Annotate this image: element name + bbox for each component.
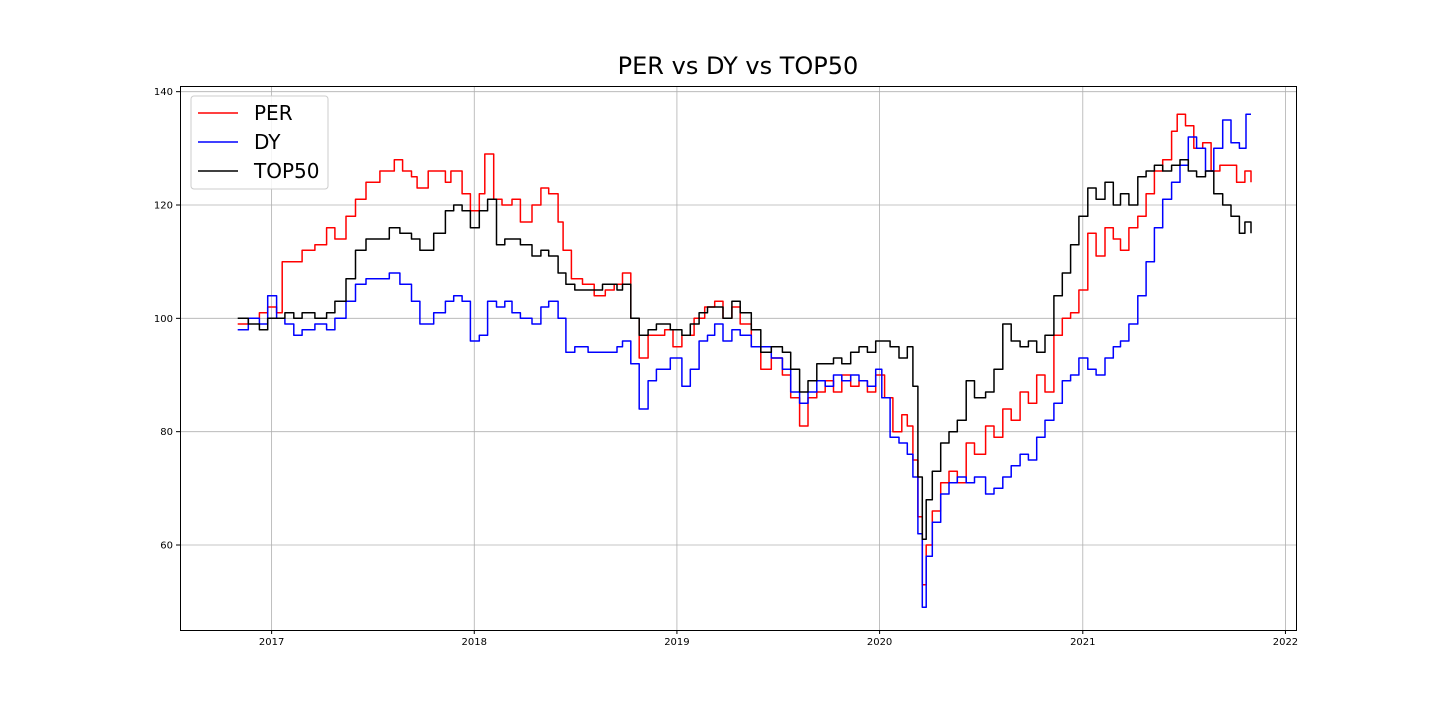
series-line-per: [237, 113, 1252, 586]
plot-frame: [180, 86, 1297, 631]
y-tick-label: 60: [160, 541, 173, 552]
x-tick-label: 2018: [462, 637, 487, 648]
x-tick-label: 2022: [1273, 637, 1298, 648]
series-line-top50: [237, 158, 1252, 541]
x-tick-label: 2021: [1070, 637, 1095, 648]
legend-label-dy: DY: [254, 130, 281, 154]
grid-layer: [180, 86, 1296, 630]
series-line-dy: [237, 113, 1251, 609]
legend: PER DY TOP50: [190, 95, 329, 190]
legend-label-top50: TOP50: [253, 159, 319, 183]
legend-label-per: PER: [254, 101, 293, 125]
axis-layer: 2017 2018 2019 2020 2021 2022 60 80 100 120 140: [154, 87, 1298, 648]
x-tick-label: 2017: [259, 637, 284, 648]
y-tick-label: 100: [154, 314, 173, 325]
series-layer: [237, 113, 1252, 609]
chart-title: PER vs DY vs TOP50: [617, 52, 859, 80]
legend-box: [190, 95, 329, 190]
x-tick-label: 2020: [867, 637, 892, 648]
y-tick-label: 80: [160, 427, 173, 438]
x-tick-label: 2019: [664, 637, 689, 648]
y-tick-label: 120: [154, 201, 173, 212]
y-tick-label: 140: [154, 87, 173, 98]
